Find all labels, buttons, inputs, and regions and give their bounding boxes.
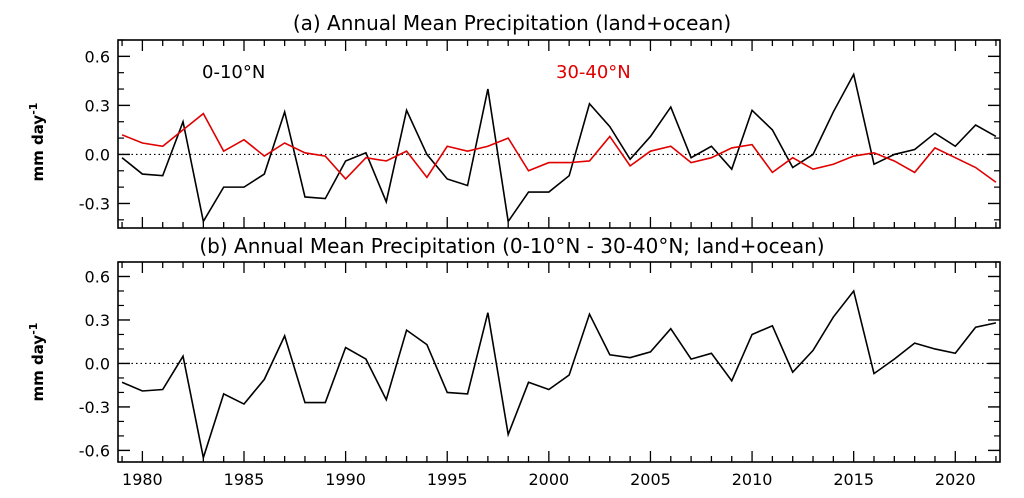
panel-a-title: (a) Annual Mean Precipitation (land+ocea…: [293, 11, 731, 35]
panel-b-ylabel: mm day-1: [27, 323, 47, 402]
panel-b-ytick-label: 0.3: [85, 311, 110, 330]
panel-b-xtick-label: 1990: [325, 470, 366, 489]
panel-b-xtick-label: 2005: [630, 470, 671, 489]
panel-b-xtick-label: 1985: [224, 470, 265, 489]
panel-a-ytick-label: 0.0: [85, 145, 110, 164]
panel-a-series-line-0: [121, 72, 997, 224]
legend-series-0-10N: 0-10°N: [202, 62, 265, 83]
panel-a-series-line-1: [121, 112, 997, 183]
panel-b-ylabel-sup: -1: [27, 323, 40, 335]
panel-b-ylabel-text: mm day: [29, 335, 47, 402]
panel-b-xtick-label: 1980: [122, 470, 163, 489]
panel-b-xtick-label: 2015: [833, 470, 874, 489]
panel-b-xtick-label: 2020: [935, 470, 976, 489]
panel-b-title: (b) Annual Mean Precipitation (0-10°N - …: [199, 234, 824, 258]
panel-b-xtick-label: 1995: [427, 470, 468, 489]
panel-a-ylabel: mm day-1: [27, 103, 47, 182]
panel-b-series-line-0: [121, 289, 997, 461]
panel-b-ytick-label: -0.6: [79, 441, 110, 460]
panel-b-ytick-label: -0.3: [79, 398, 110, 417]
panel-a-ytick-label: 0.6: [85, 47, 110, 66]
legend-series-30-40N: 30-40°N: [556, 62, 631, 83]
panel-b: (b) Annual Mean Precipitation (0-10°N - …: [27, 234, 1001, 489]
panel-a: (a) Annual Mean Precipitation (land+ocea…: [27, 11, 1001, 229]
panel-b-plot-area: -0.6 -0.3 0.0 0.3 0.6 1980 1985 1990 1995 2000 200…: [79, 261, 1001, 489]
panel-a-ylabel-sup: -1: [27, 103, 40, 115]
svg-text:mm day-1: mm day-1: [27, 103, 47, 182]
panel-a-frame: [117, 39, 1001, 229]
panel-b-xtick-label: 2010: [732, 470, 773, 489]
panel-a-ylabel-text: mm day: [29, 115, 47, 182]
svg-text:mm day-1: mm day-1: [27, 323, 47, 402]
panel-a-legend: 0-10°N 30-40°N: [202, 62, 631, 83]
panel-b-frame: [117, 261, 1001, 463]
panel-b-ytick-label: 0.6: [85, 267, 110, 286]
panel-a-ytick-label: 0.3: [85, 96, 110, 115]
panel-b-ytick-label: 0.0: [85, 354, 110, 373]
panel-a-ytick-label: -0.3: [79, 194, 110, 213]
panel-a-plot-area: -0.3 0.0 0.3 0.6: [79, 39, 1001, 229]
panel-b-xtick-label: 2000: [528, 470, 569, 489]
